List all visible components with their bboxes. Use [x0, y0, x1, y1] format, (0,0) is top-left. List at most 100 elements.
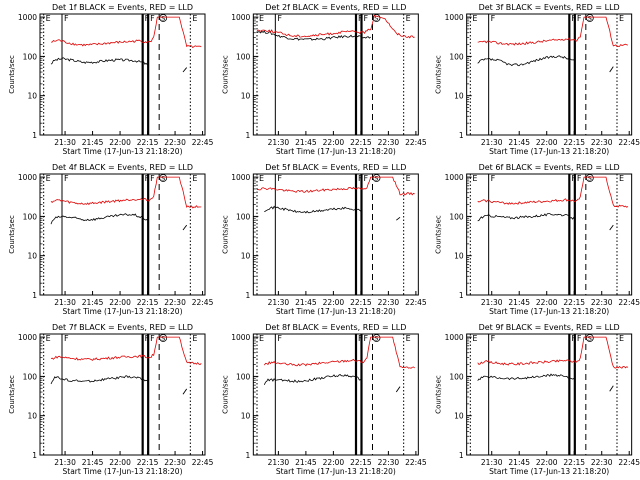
- x-axis-label: Start Time (17-Jun-13 21:18:20): [63, 307, 183, 316]
- lld-series-line: [256, 176, 415, 196]
- marker-label: E: [619, 14, 624, 23]
- events-series-line: [477, 213, 576, 222]
- plot-frame: [466, 13, 633, 136]
- x-tick-label: 22:45: [405, 458, 427, 467]
- plot-frame: [39, 13, 206, 136]
- marker-label: S: [161, 175, 165, 183]
- y-tick-label: 100: [449, 212, 464, 221]
- x-tick-label: 22:45: [192, 298, 214, 307]
- marker-circle: [159, 14, 168, 22]
- marker-label: F: [150, 14, 155, 23]
- y-tick-label: 10: [241, 92, 251, 101]
- x-tick-label: 22:45: [405, 138, 427, 147]
- marker-label: F: [277, 174, 282, 183]
- marker-label: F: [491, 334, 496, 343]
- marker-circle: [159, 174, 168, 182]
- y-tick-label: 1000: [445, 333, 464, 342]
- y-tick-label: 1: [32, 451, 37, 460]
- marker-label: S: [588, 15, 592, 23]
- lld-series-line: [477, 176, 629, 208]
- panel-title: Det 8f BLACK = Events, RED = LLD: [265, 323, 406, 332]
- x-tick-label: 22:15: [137, 298, 159, 307]
- panel-title: Det 1f BLACK = Events, RED = LLD: [52, 3, 193, 12]
- marker-label: F: [491, 174, 496, 183]
- detector-panel-8: Det 8f BLACK = Events, RED = LLD 1 10 100 10…: [221, 323, 427, 476]
- marker-label: E: [472, 334, 477, 343]
- detector-panel-3: Det 3f BLACK = Events, RED = LLD 1 10 100 10…: [435, 3, 640, 156]
- y-tick-label: 100: [23, 372, 38, 381]
- x-tick-label: 22:45: [618, 138, 640, 147]
- x-tick-label: 22:45: [192, 458, 214, 467]
- x-tick-label: 22:00: [323, 138, 345, 147]
- y-axis-label: Counts/sec: [8, 215, 16, 254]
- detector-panel-1: Det 1f BLACK = Events, RED = LLD 1 10 100 10…: [8, 3, 214, 156]
- x-tick-label: 22:00: [323, 298, 345, 307]
- x-tick-label: 22:30: [591, 138, 613, 147]
- y-tick-label: 1000: [18, 13, 37, 22]
- marker-label: S: [588, 335, 592, 343]
- marker-label: S: [161, 335, 165, 343]
- y-tick-label: 10: [241, 252, 251, 261]
- x-tick-label: 21:45: [295, 298, 317, 307]
- x-tick-label: 21:45: [82, 138, 104, 147]
- plot-frame: [252, 173, 419, 296]
- events-series-line: [256, 30, 371, 41]
- detector-panel-4: Det 4f BLACK = Events, RED = LLD 1 10 100 10…: [8, 163, 214, 316]
- events-series-tail: [609, 66, 614, 73]
- y-axis-label: Counts/sec: [435, 215, 443, 254]
- y-axis-label: Counts/sec: [221, 215, 229, 254]
- x-tick-label: 22:00: [536, 298, 558, 307]
- x-tick-label: 22:15: [350, 458, 372, 467]
- x-tick-label: 21:30: [54, 458, 76, 467]
- lld-series-line: [50, 176, 202, 209]
- x-tick-label: 22:15: [563, 138, 585, 147]
- marker-label: S: [374, 335, 378, 343]
- x-tick-label: 22:00: [536, 458, 558, 467]
- x-tick-label: 21:45: [82, 458, 104, 467]
- x-tick-label: 21:45: [295, 138, 317, 147]
- x-tick-label: 21:30: [268, 458, 290, 467]
- x-tick-label: 21:30: [481, 298, 503, 307]
- x-tick-label: 22:00: [109, 138, 131, 147]
- marker-label: F: [363, 14, 368, 23]
- events-series-line: [477, 55, 576, 67]
- x-tick-label: 22:00: [323, 458, 345, 467]
- events-series-tail: [182, 67, 188, 73]
- panel-title: Det 5f BLACK = Events, RED = LLD: [265, 163, 406, 172]
- events-series-tail: [396, 216, 401, 221]
- y-tick-label: 100: [23, 52, 38, 61]
- y-tick-label: 10: [27, 252, 37, 261]
- detector-panel-7: Det 7f BLACK = Events, RED = LLD 1 10 100 10…: [8, 323, 214, 476]
- events-series-tail: [609, 385, 614, 392]
- events-series-line: [50, 375, 149, 385]
- x-axis-label: Start Time (17-Jun-13 21:18:20): [489, 147, 609, 156]
- y-tick-label: 1: [32, 131, 37, 140]
- y-tick-label: 1: [246, 451, 251, 460]
- x-axis-label: Start Time (17-Jun-13 21:18:20): [63, 147, 183, 156]
- y-tick-label: 10: [454, 92, 464, 101]
- marker-label: E: [259, 334, 264, 343]
- y-tick-label: 1: [246, 291, 251, 300]
- lld-series-line: [263, 336, 415, 369]
- marker-circle: [585, 14, 594, 22]
- marker-label: F: [577, 174, 582, 183]
- detector-panel-2: Det 2f BLACK = Events, RED = LLD 1 10 100 10…: [221, 3, 427, 156]
- x-tick-label: 22:15: [350, 298, 372, 307]
- x-tick-label: 22:30: [378, 138, 400, 147]
- lld-series-line: [51, 16, 202, 49]
- x-tick-label: 21:45: [508, 138, 530, 147]
- x-axis-label: Start Time (17-Jun-13 21:18:20): [276, 307, 396, 316]
- plot-frame: [252, 13, 419, 136]
- x-tick-label: 22:15: [137, 138, 159, 147]
- marker-label: E: [46, 14, 51, 23]
- y-tick-label: 100: [236, 212, 251, 221]
- marker-label: F: [577, 334, 582, 343]
- x-tick-label: 21:30: [481, 138, 503, 147]
- x-tick-label: 22:30: [378, 298, 400, 307]
- x-tick-label: 21:30: [268, 298, 290, 307]
- marker-circle: [159, 334, 168, 342]
- y-tick-label: 1000: [231, 13, 250, 22]
- y-tick-label: 10: [27, 412, 37, 421]
- lld-series-line: [477, 336, 629, 369]
- x-tick-label: 21:30: [54, 138, 76, 147]
